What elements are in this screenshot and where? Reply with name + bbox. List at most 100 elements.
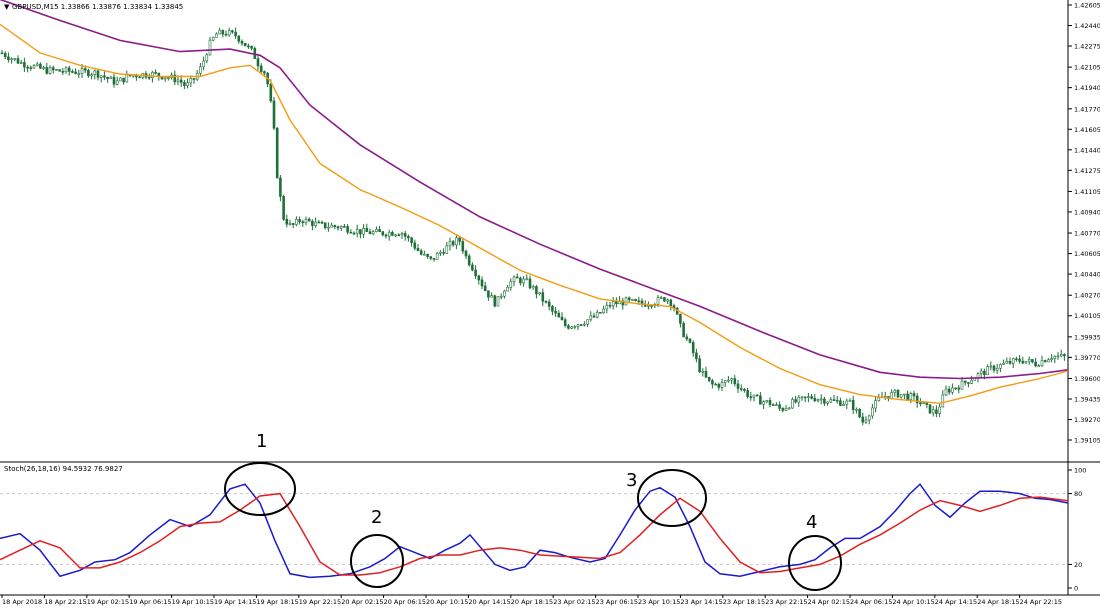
- candle-body: [29, 67, 33, 69]
- candle-body: [122, 77, 125, 83]
- candle-body: [723, 380, 727, 383]
- candle-body: [989, 365, 993, 368]
- candle-body: [442, 251, 445, 254]
- candle-body: [615, 301, 618, 305]
- candle-body: [967, 382, 970, 384]
- candle-body: [205, 54, 209, 62]
- candle-body: [471, 264, 474, 271]
- price-tick-label: 1.42275: [1074, 43, 1100, 51]
- price-tick-label: 1.40440: [1074, 271, 1100, 279]
- candle-body: [295, 219, 298, 225]
- candle-body: [493, 295, 497, 307]
- price-tick-label: 1.41605: [1074, 126, 1100, 134]
- candle-body: [893, 389, 897, 393]
- candle-body: [387, 232, 391, 237]
- ema-slow-line: [0, 0, 1069, 380]
- time-tick-label: 20 Apr 18:15: [511, 598, 553, 606]
- candle-body: [954, 387, 957, 390]
- candle-body: [941, 394, 945, 408]
- candle-body: [263, 71, 266, 74]
- candle-body: [938, 406, 941, 414]
- candle-body: [391, 232, 394, 236]
- candle-body: [983, 370, 986, 376]
- candle-body: [183, 82, 186, 86]
- symbol-label: GBPUSD,M15 1.33866 1.33876 1.33834 1.338…: [12, 3, 183, 11]
- candle-body: [490, 295, 493, 298]
- candle-body: [413, 242, 417, 249]
- header-arrow-icon[interactable]: ▼: [4, 3, 10, 11]
- candle-body: [58, 69, 61, 72]
- candle-body: [435, 253, 439, 260]
- candle-body: [304, 218, 308, 224]
- candle-body: [845, 400, 849, 405]
- candle-body: [864, 419, 868, 423]
- price-ticks-group: 1.42605 1.42440 1.42275 1.42105 1.41940 1.417…: [1068, 2, 1100, 445]
- time-tick-label: 19 Apr 06:15: [129, 598, 171, 606]
- time-tick-label: 24 Apr 06:15: [850, 598, 892, 606]
- candle-body: [592, 315, 596, 318]
- candle-body: [343, 226, 346, 228]
- candle-body: [842, 403, 845, 406]
- candle-body: [608, 304, 612, 307]
- candle-body: [147, 76, 151, 79]
- candle-body: [727, 379, 730, 382]
- candle-body: [192, 78, 196, 80]
- candle-body: [320, 221, 324, 224]
- candle-body: [234, 31, 237, 37]
- candle-body: [858, 409, 861, 418]
- candle-body: [551, 306, 554, 312]
- candle-body: [109, 76, 113, 80]
- candle-body: [483, 285, 487, 292]
- candle-body: [35, 63, 39, 66]
- candle-body: [679, 313, 682, 324]
- candle-body: [474, 269, 477, 277]
- candle-body: [771, 404, 775, 406]
- candle-body: [336, 226, 340, 229]
- time-tick-label: 20 Apr 10:15: [426, 598, 468, 606]
- candle-body: [839, 400, 842, 406]
- candle-body: [247, 45, 250, 48]
- candle-body: [1040, 360, 1044, 367]
- candle-body: [96, 70, 100, 78]
- candle-body: [832, 399, 836, 401]
- candle-body: [83, 68, 87, 71]
- candle-body: [10, 58, 13, 61]
- candle-body: [237, 35, 241, 42]
- candle-body: [791, 399, 794, 409]
- candle-body: [720, 382, 724, 388]
- candle-body: [567, 325, 570, 329]
- price-panel[interactable]: 1.42605 1.42440 1.42275 1.42105 1.41940 1.417…: [0, 0, 1100, 463]
- candle-body: [487, 290, 490, 298]
- candle-body: [515, 276, 519, 279]
- candle-body: [826, 401, 829, 404]
- candle-body: [701, 370, 705, 373]
- price-tick-label: 1.39435: [1074, 395, 1100, 403]
- candle-body: [784, 407, 788, 411]
- candle-body: [288, 223, 292, 225]
- candle-body: [819, 398, 823, 401]
- candle-body: [528, 278, 532, 289]
- candle-body: [912, 393, 916, 397]
- candle-body: [755, 394, 759, 397]
- candle-body: [455, 237, 458, 246]
- candle-body: [16, 58, 20, 64]
- candle-body: [298, 219, 301, 222]
- candle-body: [496, 296, 500, 307]
- candle-body: [339, 226, 343, 229]
- candle-body: [317, 221, 321, 224]
- candle-body: [583, 323, 586, 326]
- candle-body: [0, 52, 4, 55]
- candle-body: [522, 278, 525, 284]
- candle-body: [301, 221, 305, 224]
- candle-body: [506, 287, 509, 292]
- stoch-lines-group: [0, 483, 1069, 579]
- candle-body: [848, 400, 852, 402]
- price-tick-label: 1.39270: [1074, 416, 1100, 424]
- candle-body: [400, 233, 404, 236]
- candle-body: [285, 219, 289, 225]
- candle-body: [349, 231, 353, 234]
- candle-body: [899, 394, 903, 398]
- time-tick-label: 20 Apr 14:15: [468, 598, 510, 606]
- candle-body: [691, 342, 695, 354]
- stoch-panel[interactable]: 100 80 20 0 Stoch(26,18,16) 94.5932 76.9827: [0, 462, 1100, 596]
